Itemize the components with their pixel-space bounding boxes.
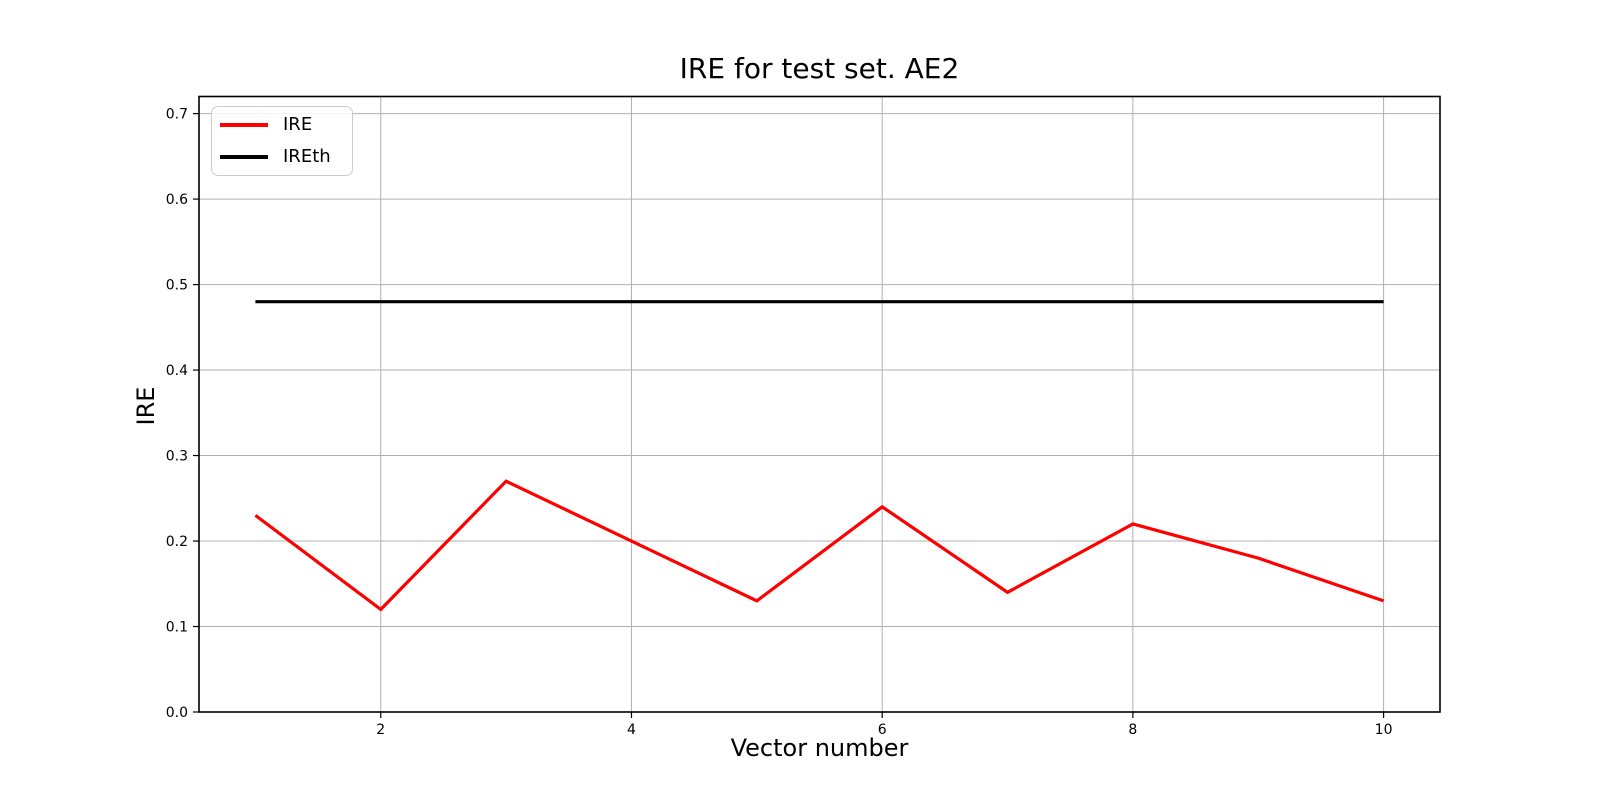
- axis-ticks: [193, 112, 1385, 718]
- y-axis-label: IRE: [132, 386, 160, 426]
- x-tick-label: 8: [1128, 722, 1137, 738]
- chart-title: IRE for test set. AE2: [679, 52, 960, 85]
- y-tick-label: 0.5: [166, 278, 188, 294]
- legend-line-sample-ireth: [220, 155, 268, 159]
- y-tick-label: 0.3: [166, 449, 188, 465]
- y-tick-label: 0.7: [166, 107, 188, 123]
- legend-item-ireth: IREth: [220, 148, 342, 166]
- series-lines: [254, 300, 1385, 612]
- legend-line-sample-ire: [220, 123, 268, 127]
- y-tick-label: 0.0: [166, 705, 188, 721]
- y-tick-label: 0.1: [166, 620, 188, 636]
- x-tick-label: 10: [1375, 722, 1393, 738]
- y-tick-label: 0.6: [166, 192, 188, 208]
- tick-labels: 2 4 6 8 10 0.0 0.1 0.2 0.3 0.4 0.5 0.6 0.7: [166, 107, 1393, 738]
- series-line-ire: [254, 479, 1385, 612]
- axes-frame: [198, 95, 1441, 713]
- x-tick-label: 6: [878, 722, 887, 738]
- grid-lines: [199, 96, 1440, 713]
- legend-label-ire: IRE: [283, 114, 313, 135]
- x-tick-label: 2: [376, 722, 385, 738]
- legend-item-ire: IRE: [220, 116, 342, 134]
- x-axis-label: Vector number: [730, 734, 909, 762]
- x-tick-label: 4: [627, 722, 636, 738]
- y-tick-label: 0.2: [166, 534, 188, 550]
- legend: IRE IREth: [211, 106, 353, 176]
- y-tick-label: 0.4: [166, 363, 188, 379]
- legend-label-ireth: IREth: [283, 146, 331, 167]
